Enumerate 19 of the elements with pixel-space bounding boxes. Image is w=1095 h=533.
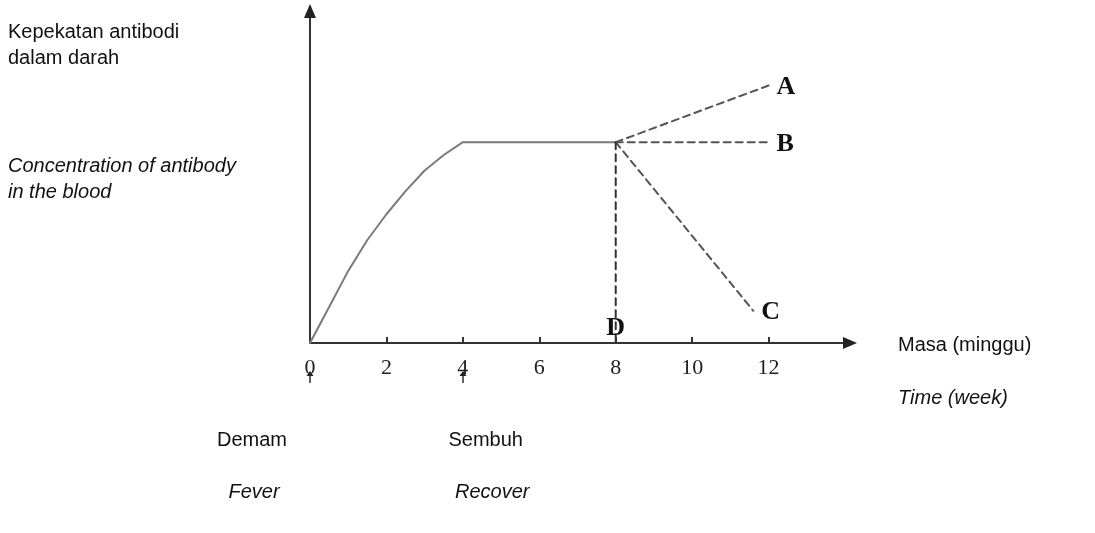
x-tick-label: 6 (533, 353, 545, 379)
x-tick-label: 12 (757, 353, 780, 379)
x-tick-label: 0 (304, 353, 316, 379)
series-label: A (776, 71, 796, 101)
text: Time (week) (898, 385, 1008, 410)
text: Kepekatan antibodi dalam darah (8, 19, 181, 70)
x-tick-label: 4 (457, 353, 469, 379)
series-label: C (761, 296, 781, 326)
series-label: B (776, 127, 794, 157)
x-tick-label: 8 (610, 353, 622, 379)
legend-label: D (606, 311, 626, 341)
text: Demam (217, 427, 288, 452)
text: Recover (455, 479, 530, 504)
x-tick-label: 2 (380, 353, 392, 379)
text: Fever (228, 479, 280, 504)
text: Sembuh (448, 427, 523, 452)
x-axis-title: Masa (minggu) (898, 332, 1032, 357)
x-tick-label: 10 (681, 353, 704, 379)
text: Concentration of antibody in the blood (8, 153, 238, 204)
